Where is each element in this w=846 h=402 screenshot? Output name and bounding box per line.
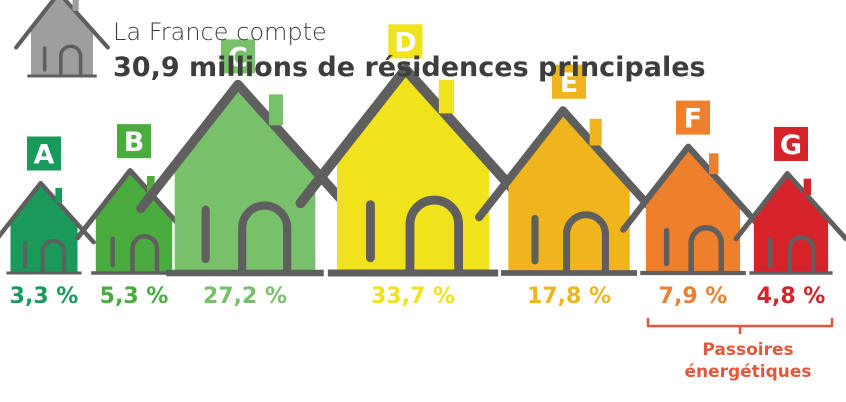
badge-g xyxy=(774,126,808,161)
house-icon xyxy=(14,0,110,78)
badge-f xyxy=(676,100,710,135)
bar-f xyxy=(620,143,766,276)
category-label: C xyxy=(228,42,248,73)
badge-c xyxy=(220,39,255,74)
title-headline: 30,9 millions de résidences principales xyxy=(113,52,706,83)
badge-e xyxy=(552,64,586,99)
value-label: 27,2 % xyxy=(203,284,287,309)
header-house-icon xyxy=(14,0,110,78)
value-label: 4,8 % xyxy=(757,284,826,309)
value-label: 7,9 % xyxy=(659,284,728,309)
badge-d xyxy=(388,24,423,59)
bar-e xyxy=(475,106,663,276)
chart-marks: A 3,3 % B 5,3 % C 27,2 % D 33,7 % E 17,8 % F 7,9 % G… xyxy=(0,24,846,309)
bar-a xyxy=(0,180,96,275)
value-label: 17,8 % xyxy=(527,284,611,309)
category-label: A xyxy=(34,139,55,170)
category-label: F xyxy=(684,104,702,135)
bar-c xyxy=(136,79,354,277)
bar-g xyxy=(733,171,846,275)
bar-d xyxy=(295,64,531,277)
value-label: 33,7 % xyxy=(371,284,455,309)
passoires-bracket-line xyxy=(646,318,834,328)
category-label: G xyxy=(780,130,802,161)
badge-a xyxy=(27,136,61,171)
passoires-label: Passoires énergétiques xyxy=(668,339,828,383)
value-label: 5,3 % xyxy=(100,284,169,309)
badge-b xyxy=(117,124,151,159)
category-label: B xyxy=(124,127,145,158)
category-label: D xyxy=(394,27,416,58)
bar-b xyxy=(74,168,194,275)
title-intro: La France compte xyxy=(113,18,327,46)
category-label: E xyxy=(560,68,578,99)
passoires-label-line1: Passoires xyxy=(702,340,794,360)
passoires-label-line2: énergétiques xyxy=(684,362,812,382)
passoires-bracket xyxy=(646,318,834,334)
value-label: 3,3 % xyxy=(10,284,79,309)
